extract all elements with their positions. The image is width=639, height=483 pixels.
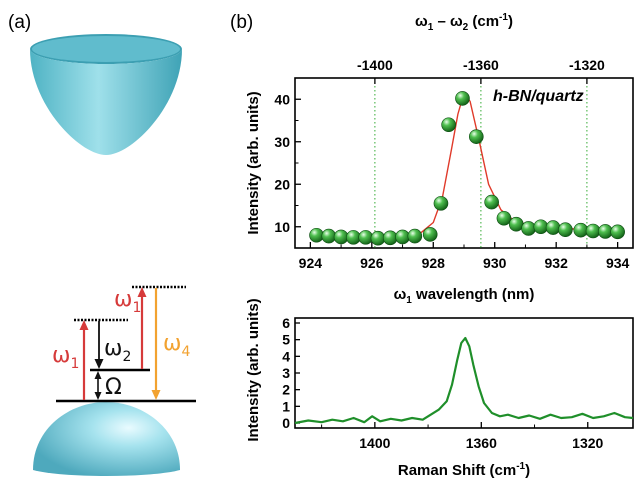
- omega1-arrow-left-head: [79, 320, 89, 330]
- chart1-data-point: [545, 220, 561, 235]
- chart2-xtick-label: 1320: [572, 435, 603, 451]
- chart2-ytick-label: 0: [282, 415, 290, 431]
- omega1-label-left: ω1: [52, 343, 79, 372]
- chart1-top-tick-label: -1320: [569, 57, 605, 73]
- chart2-series: [294, 336, 634, 425]
- chart1-data-point: [407, 228, 423, 244]
- chart1-data-point: [346, 230, 361, 245]
- chart2-ytick-label: 6: [282, 315, 290, 331]
- chart1-data-point: [370, 230, 386, 246]
- chart1-data-point: [455, 91, 470, 106]
- omega2-arrow-head: [94, 359, 104, 369]
- chart1-data-point: [558, 222, 573, 238]
- chart1-data-point: [484, 194, 499, 210]
- chart1-data-point: [468, 129, 484, 144]
- omega1-arrow-right-head: [137, 287, 147, 297]
- chart1-data-point: [321, 228, 337, 244]
- resonance-chart: 924 926 928 930 932 934 10 20 30 40 -1400 -1360 -132…: [245, 12, 634, 306]
- chart1-xtick-label: 930: [483, 255, 507, 271]
- chart1-ytick-label: 30: [274, 134, 290, 150]
- chart1-data-point: [441, 117, 456, 133]
- chart1-data-point: [585, 223, 601, 239]
- chart1-ticks: 924 926 928 930 932 934 10 20 30 40 -1400 -1360 -132…: [274, 57, 629, 271]
- omega2-label: ω2: [104, 336, 131, 365]
- chart1-data-point: [333, 229, 349, 245]
- Omega-arrow-bottom: [94, 392, 102, 400]
- chart1-data-point: [598, 224, 613, 239]
- panel-a-label: (a): [8, 12, 31, 33]
- chart1-xtick-label: 932: [545, 255, 569, 271]
- chart1-data-point: [521, 221, 536, 236]
- chart1-data-point: [508, 216, 524, 232]
- chart2-xlabel: Raman Shift (cm-1): [398, 461, 530, 479]
- chart1-xlabel: ω1 wavelength (nm): [394, 286, 535, 306]
- lower-cone: [33, 402, 180, 476]
- chart1-data-point: [433, 196, 449, 211]
- chart1-xtick-label: 924: [299, 255, 323, 271]
- chart1-data-point: [533, 219, 549, 235]
- chart1-data-point: [610, 224, 625, 240]
- chart2-xtick-label: 1360: [466, 435, 497, 451]
- omega1-label-right: ω1: [114, 287, 141, 316]
- chart1-data-point: [358, 230, 373, 245]
- chart2-ytick-label: 2: [282, 382, 290, 398]
- Omega-label: Ω: [105, 375, 122, 400]
- chart1-fit-curve: [316, 91, 618, 238]
- chart2-xtick-label: 1400: [359, 435, 390, 451]
- diagram-labels: ω1 ω2 ω1 ω4 Ω: [52, 287, 190, 400]
- chart1-ytick-label: 10: [274, 219, 290, 235]
- chart2-ytick-label: 1: [282, 398, 290, 414]
- chart1-data-point: [496, 210, 512, 226]
- chart2-raman-line: [294, 336, 634, 425]
- upper-cone: [30, 34, 182, 155]
- transition-arrows: [79, 287, 161, 400]
- chart1-fit: [316, 91, 618, 238]
- chart1-xtick-label: 934: [606, 255, 630, 271]
- chart1-xtick-label: 928: [422, 255, 446, 271]
- chart1-data-point: [309, 227, 324, 243]
- omega4-arrow-head: [151, 390, 161, 400]
- chart1-top-xlabel: ω1 – ω2 (cm-1): [415, 12, 513, 33]
- energy-levels: [56, 285, 196, 403]
- chart2-ytick-label: 4: [282, 348, 290, 364]
- chart1-top-tick-label: -1360: [463, 57, 499, 73]
- Omega-arrow-top: [94, 371, 102, 379]
- chart1-points: [309, 91, 625, 246]
- chart1-ytick-label: 20: [274, 176, 290, 192]
- chart1-ylabel: Intensity (arb. units): [245, 91, 262, 234]
- chart2-ytick-label: 5: [282, 332, 290, 348]
- chart1-annotation: h-BN/quartz: [493, 88, 584, 105]
- chart2-ylabel: Intensity (arb. units): [245, 298, 262, 441]
- chart1-ytick-label: 40: [274, 91, 290, 107]
- omega4-label: ω4: [163, 331, 190, 360]
- chart2-frame: [294, 317, 634, 429]
- chart1-xtick-label: 926: [360, 255, 384, 271]
- chart1-data-point: [382, 230, 398, 246]
- chart1-data-point: [422, 227, 438, 242]
- chart1-top-tick-label: -1400: [357, 57, 393, 73]
- chart1-data-point: [395, 229, 410, 245]
- chart1-gridlines: [374, 78, 588, 248]
- chart2-ytick-label: 3: [282, 365, 290, 381]
- panel-b-label: (b): [230, 12, 253, 33]
- chart1-data-point: [573, 222, 589, 238]
